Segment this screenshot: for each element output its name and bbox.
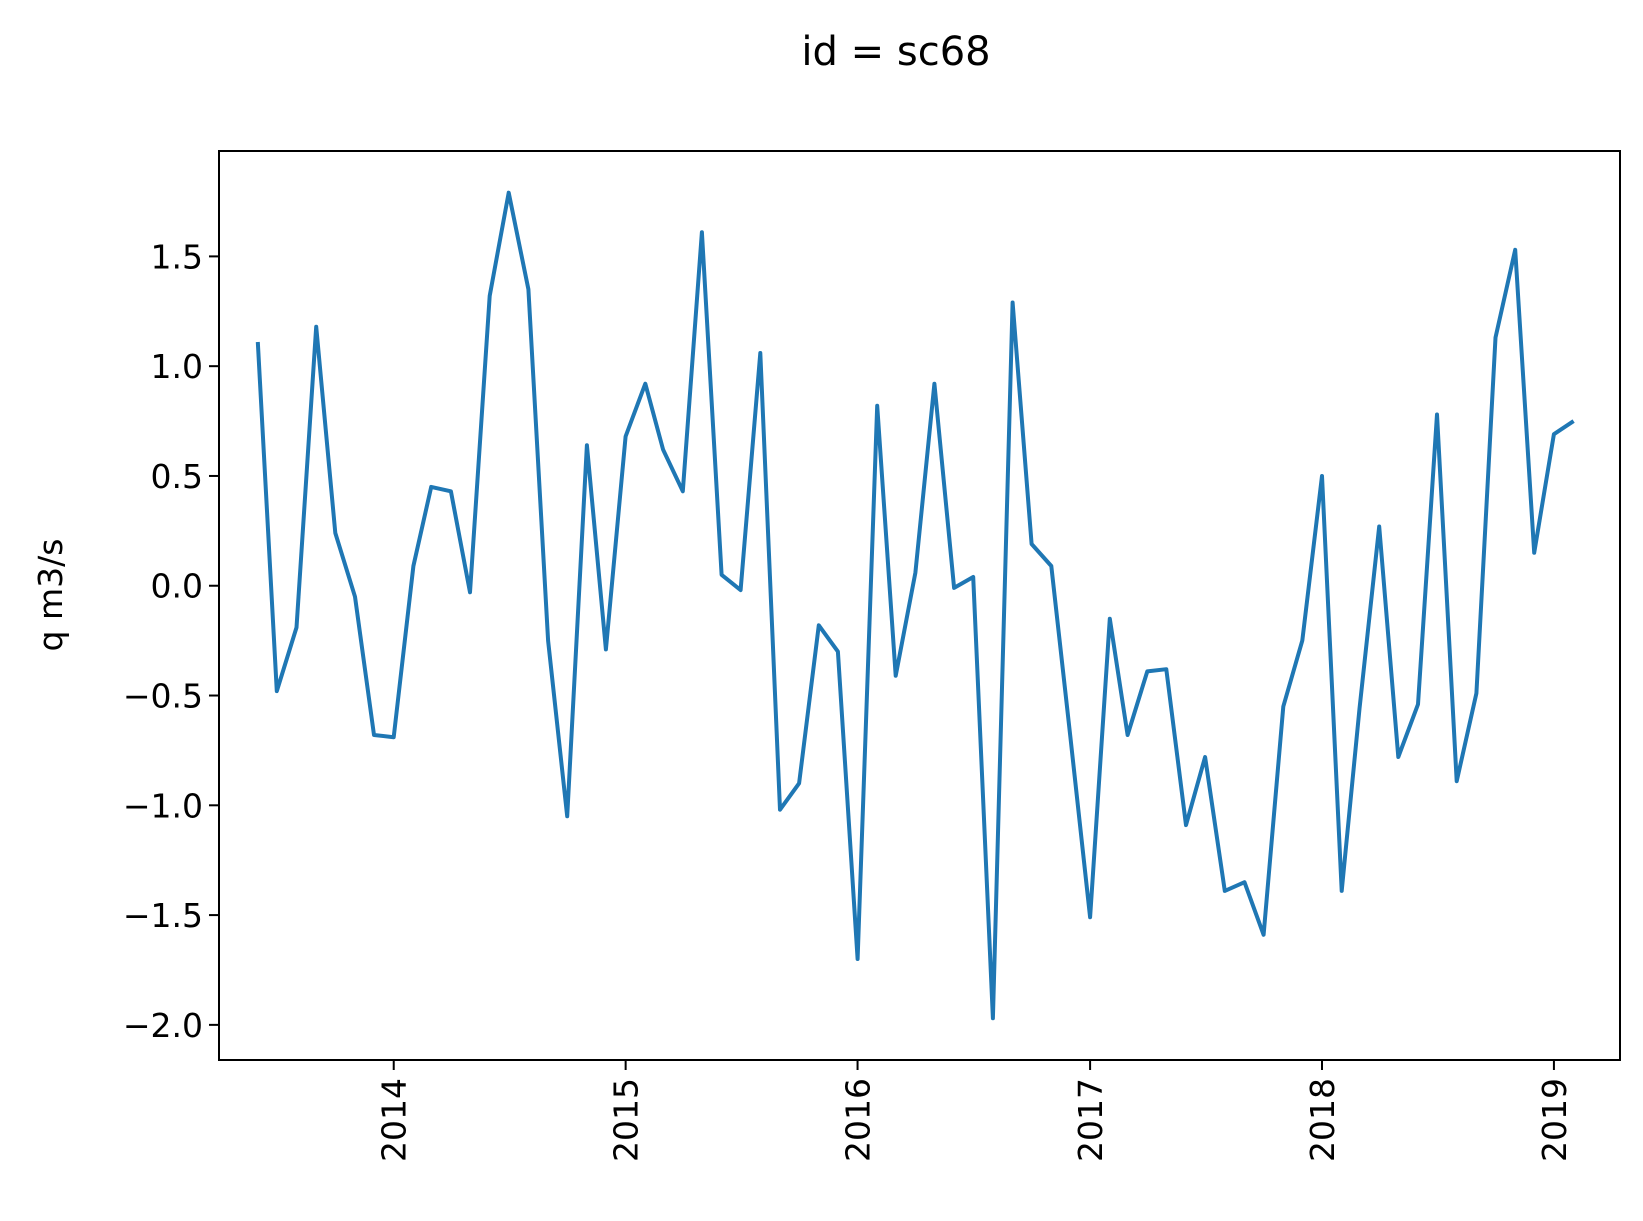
x-tick-label: 2015 xyxy=(607,1078,646,1162)
series-group xyxy=(255,190,1575,1021)
y-tick-label: −2.0 xyxy=(123,1006,203,1045)
y-tick-label: −1.0 xyxy=(123,786,203,825)
y-axis-label: q m3/s xyxy=(31,539,70,652)
y-axis: −2.0 −1.5 −1.0 −0.5 0.0 0.5 1.0 1.5 xyxy=(123,237,219,1045)
x-tick-label: 2014 xyxy=(375,1078,414,1162)
x-tick-label: 2019 xyxy=(1535,1078,1574,1162)
y-tick-label: −1.5 xyxy=(123,896,203,935)
plot-frame xyxy=(218,150,1621,1061)
x-tick-label: 2016 xyxy=(839,1078,878,1162)
series-line xyxy=(255,190,1575,1021)
chart-title: id = sc68 xyxy=(801,29,990,75)
x-tick-label: 2017 xyxy=(1071,1078,1110,1162)
y-tick-label: 0.5 xyxy=(151,457,203,496)
y-tick-label: 1.0 xyxy=(151,347,203,386)
y-tick-label: 1.5 xyxy=(151,237,203,276)
y-tick-label: 0.0 xyxy=(151,567,203,606)
x-axis: 2014 2015 2016 2017 2018 2019 xyxy=(375,1060,1574,1162)
y-tick-label: −0.5 xyxy=(123,677,203,716)
x-tick-label: 2018 xyxy=(1303,1078,1342,1162)
